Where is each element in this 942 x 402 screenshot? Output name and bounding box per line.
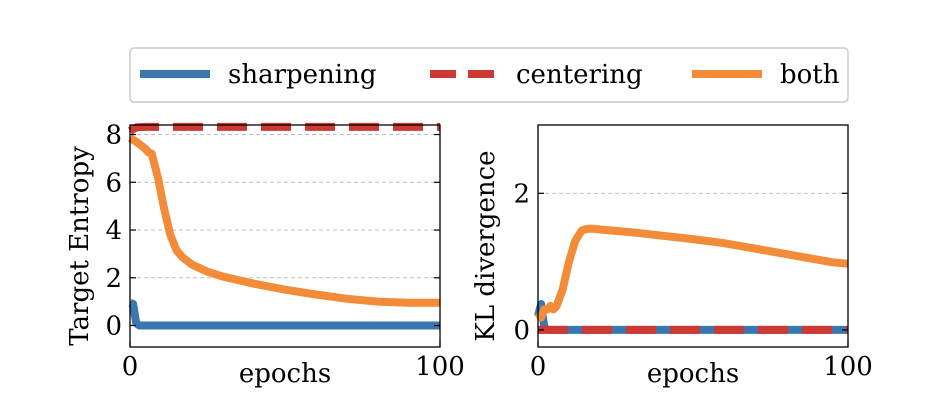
entropy-line-sharpening: [128, 299, 440, 330]
legend-label-centering: centering: [516, 60, 643, 90]
kl-x-axis-label: epochs: [647, 359, 739, 389]
kl-ytick-label-1: 2: [513, 179, 530, 209]
entropy-ytick-label-1: 2: [105, 264, 122, 294]
legend-label-sharpening: sharpening: [228, 60, 377, 90]
kl-line-both: [534, 224, 849, 322]
entropy-xtick-label-1: 100: [415, 352, 465, 382]
kl-ytick-label-0: 0: [513, 316, 530, 346]
legend: sharpening centering both: [129, 47, 849, 103]
kl-xtick-label-0: 0: [530, 352, 547, 382]
entropy-xtick-label-0: 0: [122, 352, 139, 382]
kl-grid: [538, 192, 848, 331]
kl-series: [534, 224, 849, 334]
entropy-panel: 0 2 4 6 8 0 100 epochs Target Entropy: [65, 121, 465, 389]
entropy-ytick-label-0: 0: [105, 312, 122, 342]
entropy-line-centering: [127, 122, 440, 135]
kl-ticks: 0 2 0 100: [513, 179, 872, 382]
entropy-plot-frame: [129, 124, 441, 348]
entropy-series: [127, 122, 440, 330]
legend-label-both: both: [780, 60, 840, 90]
kl-y-axis-label: KL divergence: [471, 150, 501, 341]
entropy-line-both: [127, 134, 440, 307]
entropy-ytick-label-4: 8: [105, 121, 122, 151]
kl-panel: 0 2 0 100 epochs KL divergence: [471, 124, 873, 389]
entropy-y-axis-label: Target Entropy: [65, 146, 95, 346]
kl-plot-frame: [537, 124, 849, 348]
entropy-x-axis-label: epochs: [239, 359, 331, 389]
entropy-grid: [130, 134, 440, 326]
kl-xtick-label-1: 100: [823, 352, 873, 382]
entropy-ytick-label-3: 6: [105, 168, 122, 198]
entropy-ticks: 0 2 4 6 8 0 100: [105, 121, 464, 382]
entropy-ytick-label-2: 4: [105, 216, 122, 246]
